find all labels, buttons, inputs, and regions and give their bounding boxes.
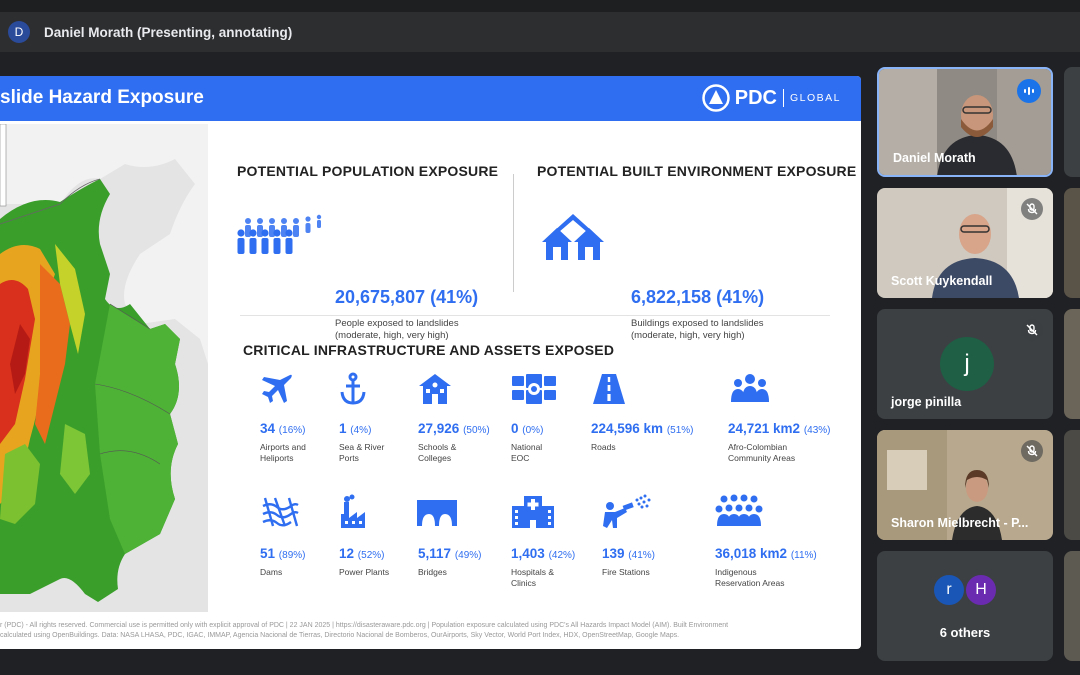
indigenous-label: Indigenous Reservation Areas: [715, 567, 785, 588]
afro-colombian-label: Afro-Colombian Community Areas: [728, 442, 796, 463]
population-desc-line1: People exposed to landslides: [335, 318, 459, 329]
mic-off-icon: [1021, 440, 1043, 462]
others-label: 6 others: [939, 625, 991, 640]
roads-label: Roads: [591, 442, 616, 452]
participant-video-daniel: [879, 69, 1051, 175]
slide-header: slide Hazard Exposure PDC GLOBAL: [0, 76, 861, 121]
section-divider-horizontal: [240, 315, 830, 316]
indigenous-icon: [715, 494, 763, 526]
slide-title: slide Hazard Exposure: [0, 87, 204, 108]
airports-value: 34 (16%): [260, 421, 306, 436]
dam-icon: [262, 497, 299, 527]
partial-participant-tile[interactable]: [1064, 551, 1080, 661]
partial-participant-tile[interactable]: [1064, 67, 1080, 177]
participant-name: Daniel Morath: [893, 151, 976, 165]
community-icon: [731, 374, 769, 402]
built-desc-line2: (moderate, high, very high): [631, 330, 745, 341]
power-plants-label: Power Plants: [339, 567, 390, 577]
footer-line-1: r (PDC) - All rights reserved. Commercia…: [0, 622, 729, 629]
dams-label: Dams: [260, 567, 283, 577]
crowd-icon: [237, 214, 322, 254]
schools-label: Schools & Colleges: [418, 442, 457, 463]
infrastructure-heading: CRITICAL INFRASTRUCTURE AND ASSETS EXPOS…: [243, 342, 615, 358]
participant-video-scott: [877, 188, 1053, 298]
landslide-hazard-map: [0, 123, 208, 612]
pdc-logo: PDC GLOBAL: [701, 84, 841, 112]
presenter-bar: D Daniel Morath (Presenting, annotating): [0, 12, 1080, 52]
presenter-avatar: D: [8, 21, 30, 43]
bridge-icon: [417, 500, 457, 526]
ports-value: 1 (4%): [339, 421, 372, 436]
houses-icon: [542, 214, 604, 260]
participant-avatar: j: [940, 337, 994, 391]
eoc-value: 0 (0%): [511, 421, 544, 436]
partial-participant-tile[interactable]: [1064, 309, 1080, 419]
mic-off-icon: [1021, 319, 1043, 341]
shared-slide: slide Hazard Exposure PDC GLOBAL: [0, 76, 861, 649]
eoc-label: National EOC: [511, 442, 543, 463]
schools-value: 27,926 (50%): [418, 421, 490, 436]
participant-tile-scott[interactable]: Scott Kuykendall: [877, 188, 1053, 298]
power-plant-icon: [341, 494, 365, 528]
airplane-icon: [262, 374, 292, 403]
presenter-label: Daniel Morath (Presenting, annotating): [44, 24, 293, 40]
others-tile[interactable]: r H 6 others: [877, 551, 1053, 661]
section-divider-vertical: [513, 174, 514, 292]
power-plants-value: 12 (52%): [339, 546, 385, 561]
built-desc-line1: Buildings exposed to landslides: [631, 318, 764, 329]
slide-footer: r (PDC) - All rights reserved. Commercia…: [0, 621, 861, 640]
anchor-icon: [340, 372, 366, 405]
fire-stations-label: Fire Stations: [602, 567, 650, 577]
logo-subtext: GLOBAL: [789, 92, 841, 104]
footer-line-2: calculated using OpenBuildings. Data: NA…: [0, 631, 680, 639]
mic-off-icon: [1021, 198, 1043, 220]
airports-label: Airports and Heliports: [260, 442, 306, 463]
fire-stations-value: 139 (41%): [602, 546, 655, 561]
ports-label: Sea & River Ports: [339, 442, 385, 463]
others-avatar-r: r: [932, 573, 966, 607]
partial-participant-tile[interactable]: [1064, 188, 1080, 298]
participant-name: Scott Kuykendall: [891, 274, 993, 288]
dams-value: 51 (89%): [260, 546, 306, 561]
participant-tile-sharon[interactable]: Sharon Mielbrecht - P...: [877, 430, 1053, 540]
logo-text: PDC: [734, 86, 777, 109]
roads-value: 224,596 km (51%): [591, 421, 694, 436]
built-value: 6,822,158 (41%): [631, 287, 765, 307]
hospitals-value: 1,403 (42%): [511, 546, 576, 561]
participant-tile-jorge[interactable]: j jorge pinilla: [877, 309, 1053, 419]
participant-tile-daniel[interactable]: Daniel Morath: [877, 67, 1053, 177]
indigenous-value: 36,018 km2 (11%): [715, 546, 817, 561]
hospital-icon: [512, 496, 554, 528]
bridges-value: 5,117 (49%): [418, 546, 482, 561]
hazard-map-graphic: [0, 123, 208, 612]
participant-name: jorge pinilla: [891, 395, 962, 409]
window-top-strip: [0, 0, 1080, 12]
fire-station-icon: [603, 494, 651, 528]
road-icon: [593, 374, 625, 404]
partial-participant-tile[interactable]: [1064, 430, 1080, 540]
built-heading: POTENTIAL BUILT ENVIRONMENT EXPOSURE: [537, 163, 857, 179]
afro-colombian-value: 24,721 km2 (43%): [728, 421, 831, 436]
hospitals-label: Hospitals & Clinics: [511, 567, 554, 588]
eoc-icon: [512, 374, 556, 404]
school-icon: [419, 374, 451, 404]
pdc-logo-icon: [701, 84, 730, 112]
others-avatar-h: H: [964, 573, 998, 607]
population-value: 20,675,807 (41%): [335, 287, 479, 307]
logo-divider: [782, 89, 784, 107]
population-desc-line2: (moderate, high, very high): [335, 330, 449, 341]
participant-name: Sharon Mielbrecht - P...: [891, 516, 1029, 530]
bridges-label: Bridges: [418, 567, 447, 577]
speaking-indicator-icon: [1017, 79, 1041, 103]
population-heading: POTENTIAL POPULATION EXPOSURE: [237, 163, 499, 179]
